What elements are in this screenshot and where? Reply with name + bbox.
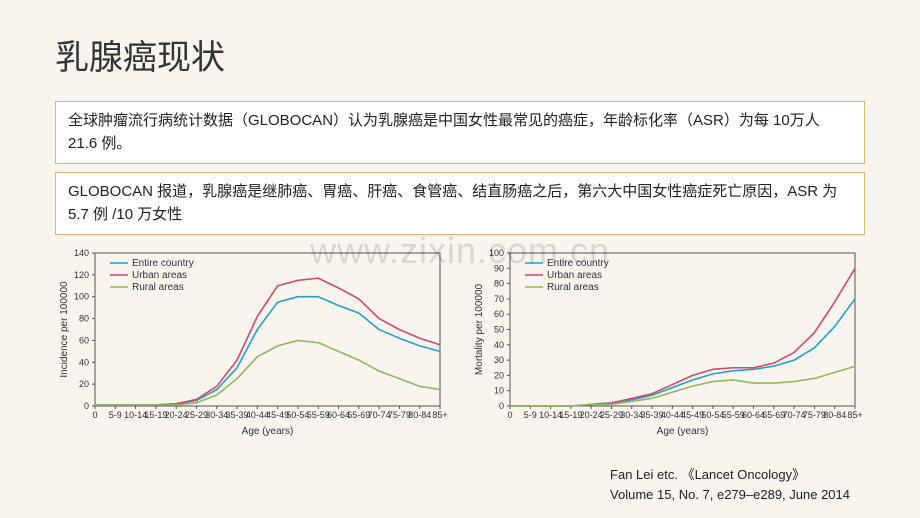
mortality-chart: 010203040506070809010005-910-1415-1920-2… bbox=[470, 245, 865, 440]
svg-text:5-9: 5-9 bbox=[524, 410, 537, 420]
citation-author: Fan Lei etc. 《Lancet Oncology》 bbox=[610, 465, 850, 485]
svg-text:40: 40 bbox=[494, 340, 504, 350]
svg-text:Entire country: Entire country bbox=[547, 258, 609, 269]
svg-text:Rural areas: Rural areas bbox=[132, 282, 184, 293]
svg-text:Age (years): Age (years) bbox=[657, 426, 709, 437]
svg-text:Entire country: Entire country bbox=[132, 258, 194, 269]
svg-text:10: 10 bbox=[494, 386, 504, 396]
citation-volume: Volume 15, No. 7, e279–e289, June 2014 bbox=[610, 485, 850, 505]
textbox-globocan-incidence: 全球肿瘤流行病统计数据（GLOBOCAN）认为乳腺癌是中国女性最常见的癌症，年龄… bbox=[55, 101, 865, 164]
svg-text:20: 20 bbox=[79, 379, 89, 389]
svg-text:50: 50 bbox=[494, 325, 504, 335]
svg-text:0: 0 bbox=[92, 410, 97, 420]
svg-text:20: 20 bbox=[494, 370, 504, 380]
svg-text:30: 30 bbox=[494, 355, 504, 365]
charts-row: 02040608010012014005-910-1415-1920-2425-… bbox=[55, 245, 865, 440]
textbox-globocan-mortality: GLOBOCAN 报道，乳腺癌是继肺癌、胃癌、肝癌、食管癌、结直肠癌之后，第六大… bbox=[55, 172, 865, 235]
svg-text:80: 80 bbox=[79, 314, 89, 324]
svg-text:5-9: 5-9 bbox=[109, 410, 122, 420]
svg-text:Rural areas: Rural areas bbox=[547, 282, 599, 293]
svg-text:140: 140 bbox=[74, 248, 89, 258]
svg-text:70: 70 bbox=[494, 294, 504, 304]
svg-text:Urban areas: Urban areas bbox=[132, 270, 187, 281]
svg-text:120: 120 bbox=[74, 270, 89, 280]
svg-text:90: 90 bbox=[494, 263, 504, 273]
svg-text:Age (years): Age (years) bbox=[242, 426, 294, 437]
incidence-chart: 02040608010012014005-910-1415-1920-2425-… bbox=[55, 245, 450, 440]
page-title: 乳腺癌现状 bbox=[55, 30, 865, 79]
svg-text:40: 40 bbox=[79, 357, 89, 367]
svg-text:Mortality per 100000: Mortality per 100000 bbox=[474, 283, 485, 375]
svg-text:100: 100 bbox=[74, 292, 89, 302]
svg-text:0: 0 bbox=[499, 401, 504, 411]
svg-text:80-84: 80-84 bbox=[408, 410, 431, 420]
svg-text:60: 60 bbox=[79, 335, 89, 345]
svg-text:85+: 85+ bbox=[432, 410, 447, 420]
svg-text:Incidence per 100000: Incidence per 100000 bbox=[59, 281, 70, 378]
svg-text:80: 80 bbox=[494, 279, 504, 289]
svg-text:100: 100 bbox=[489, 248, 504, 258]
svg-text:80-84: 80-84 bbox=[823, 410, 846, 420]
svg-text:Urban areas: Urban areas bbox=[547, 270, 602, 281]
svg-text:0: 0 bbox=[507, 410, 512, 420]
svg-text:85+: 85+ bbox=[847, 410, 862, 420]
citation-block: Fan Lei etc. 《Lancet Oncology》 Volume 15… bbox=[610, 465, 850, 504]
svg-text:0: 0 bbox=[84, 401, 89, 411]
svg-text:60: 60 bbox=[494, 309, 504, 319]
